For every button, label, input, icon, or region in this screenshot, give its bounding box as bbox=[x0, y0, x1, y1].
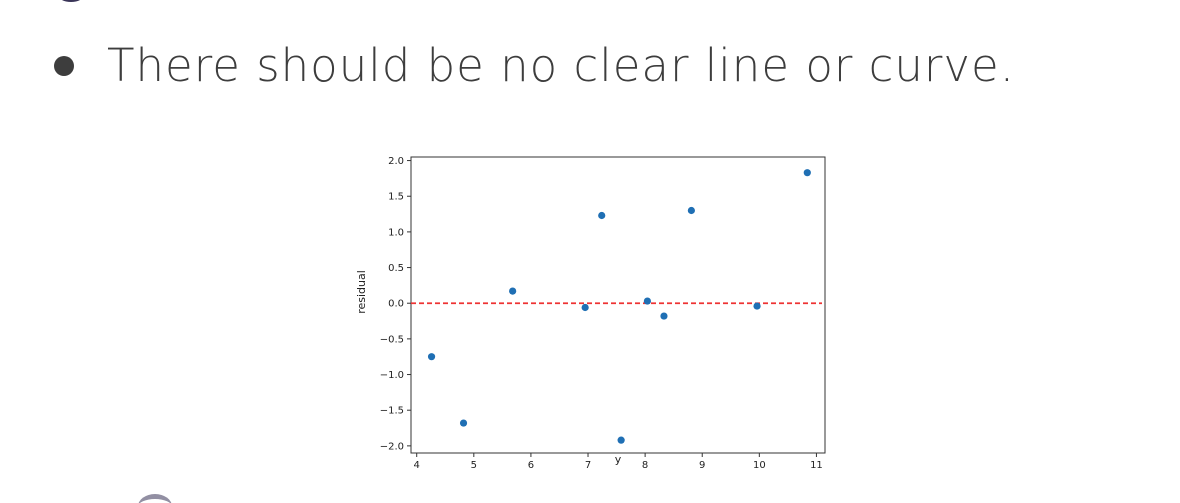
scatter-point bbox=[581, 303, 589, 312]
y-tick-label: 2.0 bbox=[388, 156, 404, 167]
y-tick-label: −1.5 bbox=[380, 406, 404, 417]
x-tick-label: 6 bbox=[528, 460, 534, 471]
y-axis: 2.0 1.5 1.0 0.5 0.0 −0.5 −1.0 −1.5 −2.0 bbox=[380, 156, 411, 452]
top-decoration bbox=[58, 0, 84, 2]
x-tick-label: 7 bbox=[585, 460, 591, 471]
scatter-points bbox=[427, 169, 811, 444]
scatter-point bbox=[643, 297, 652, 305]
plot-frame bbox=[410, 156, 826, 454]
scatter-point bbox=[459, 419, 468, 427]
x-axis: 4 5 6 7 8 9 10 11 bbox=[414, 453, 823, 471]
scatter-point bbox=[427, 353, 436, 361]
scatter-point bbox=[598, 211, 606, 220]
y-tick-label: −2.0 bbox=[380, 441, 404, 452]
bullet-dot-icon bbox=[54, 56, 74, 76]
scatter-point bbox=[803, 169, 811, 177]
scatter-point bbox=[687, 206, 695, 215]
y-axis-label: residual bbox=[355, 270, 368, 314]
x-tick-label: 5 bbox=[471, 460, 477, 471]
y-tick-label: 1.0 bbox=[388, 227, 404, 238]
x-axis-label: y bbox=[615, 453, 622, 466]
x-tick-label: 4 bbox=[414, 460, 420, 471]
scatter-point bbox=[509, 287, 517, 295]
residual-scatter-chart: 2.0 1.5 1.0 0.5 0.0 −0.5 −1.0 −1.5 −2.0 4 5 6 7 8 9 10… bbox=[355, 156, 826, 471]
bullet-text: There should be no clear line or curve. bbox=[107, 39, 1016, 92]
x-tick-label: 9 bbox=[699, 460, 705, 471]
scatter-point bbox=[617, 436, 625, 444]
y-tick-label: −1.0 bbox=[380, 370, 404, 381]
y-tick-label: 0.0 bbox=[388, 299, 404, 310]
y-tick-label: 0.5 bbox=[388, 263, 404, 274]
y-tick-label: 1.5 bbox=[388, 192, 404, 203]
x-tick-label: 10 bbox=[753, 460, 766, 471]
x-tick-label: 8 bbox=[642, 460, 648, 471]
bottom-decoration bbox=[138, 494, 172, 503]
y-tick-label: −0.5 bbox=[380, 334, 404, 345]
bullet-point: There should be no clear line or curve. bbox=[54, 36, 1154, 96]
scatter-point bbox=[753, 302, 761, 310]
scatter-point bbox=[660, 312, 668, 320]
x-tick-label: 11 bbox=[810, 460, 823, 471]
